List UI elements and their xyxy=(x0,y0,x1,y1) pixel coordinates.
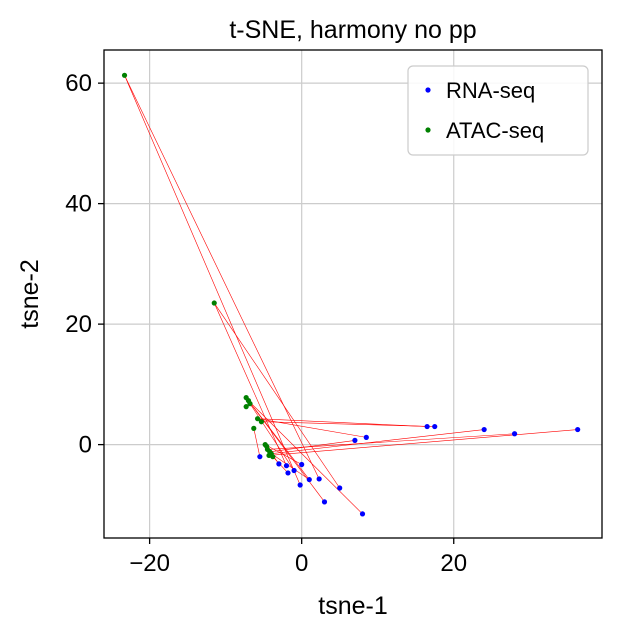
atac-seq-point xyxy=(266,452,272,459)
rna-seq-point xyxy=(359,511,366,517)
rna-seq-point xyxy=(481,426,487,433)
pair-link-line xyxy=(253,428,261,457)
rna-seq-point xyxy=(432,423,438,430)
pair-link-line xyxy=(265,444,302,465)
pair-link-line xyxy=(257,418,367,438)
legend-marker-rna xyxy=(425,87,431,93)
atac-seq-point xyxy=(264,443,270,450)
x-tick-label: 20 xyxy=(440,550,467,577)
rna-seq-point xyxy=(316,476,322,482)
y-tick-label: 40 xyxy=(65,191,92,218)
rna-seq-point xyxy=(285,470,291,476)
legend: RNA-seq ATAC-seq xyxy=(407,65,589,156)
pair-link-line xyxy=(271,453,310,480)
pair-link-line xyxy=(248,400,363,515)
y-axis-label: tsne-2 xyxy=(16,259,44,328)
pair-link-line xyxy=(271,429,485,454)
rna-seq-point xyxy=(297,482,303,488)
legend-label-atac: ATAC-seq xyxy=(446,118,544,143)
atac-seq-point xyxy=(251,425,257,431)
atac-seq-point xyxy=(243,404,249,410)
rna-seq-point xyxy=(575,426,581,433)
pair-link-line xyxy=(124,75,320,480)
rna-seq-point xyxy=(283,463,290,469)
y-tick-label: 0 xyxy=(79,432,92,459)
chart-title: t-SNE, harmony no pp xyxy=(229,16,476,44)
pair-link-line xyxy=(213,302,287,466)
atac-seq-point xyxy=(247,401,253,407)
atac-seq-point xyxy=(211,300,217,306)
pair-link-line xyxy=(269,440,355,453)
pair-link-line xyxy=(124,75,301,486)
pair-link-line xyxy=(245,397,310,480)
rna-seq-point xyxy=(424,423,430,430)
atac-seq-point xyxy=(254,416,261,422)
legend-marker-atac xyxy=(425,127,431,133)
rna-seq-point xyxy=(511,431,518,437)
atac-seq-point xyxy=(258,419,264,425)
plot-frame xyxy=(103,49,603,539)
rna-seq-point xyxy=(291,467,297,474)
pair-link-line xyxy=(213,302,340,489)
rna-seq-point xyxy=(321,499,328,505)
x-axis-label: tsne-1 xyxy=(318,592,387,620)
pair-link-line xyxy=(249,403,295,471)
x-tick-label: −20 xyxy=(129,550,170,577)
rna-seq-point xyxy=(352,437,358,443)
rna-seq-point xyxy=(276,461,282,467)
x-tick-label: 0 xyxy=(295,550,308,577)
rna-seq-point xyxy=(337,485,343,491)
pair-link-line xyxy=(268,429,578,456)
data-points xyxy=(121,72,581,517)
rna-seq-point xyxy=(306,476,312,483)
y-tick-label: 20 xyxy=(65,311,92,338)
pair-link-line xyxy=(257,418,428,427)
rna-seq-point xyxy=(257,454,263,460)
pair-link-line xyxy=(261,421,435,427)
legend-box xyxy=(407,65,589,156)
rna-seq-point xyxy=(299,461,305,468)
y-tick-label: 60 xyxy=(65,70,92,97)
pair-links xyxy=(124,75,578,515)
rna-seq-point xyxy=(363,434,369,440)
legend-label-rna: RNA-seq xyxy=(446,78,535,103)
axis-ticks: −20 0 20 0 20 40 60 xyxy=(65,70,467,577)
atac-seq-point xyxy=(121,72,128,78)
